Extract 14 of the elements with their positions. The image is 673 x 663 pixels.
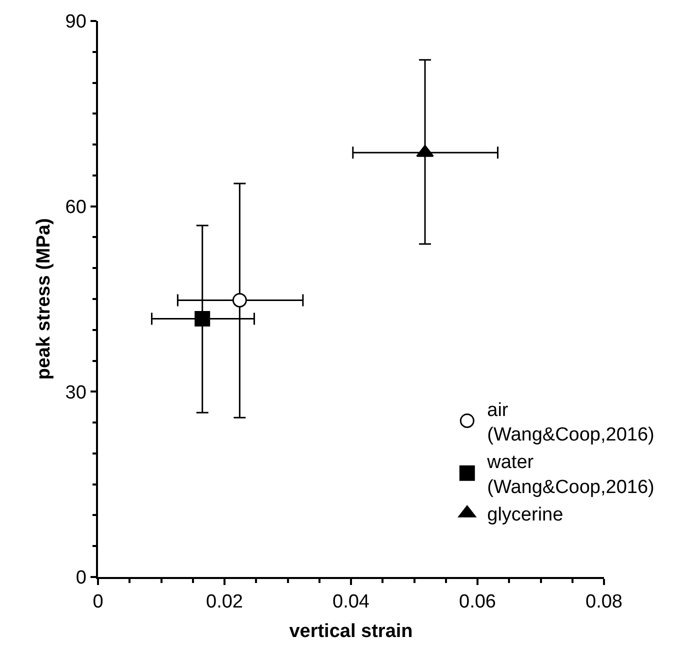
legend-label: air (Wang&Coop,2016) bbox=[487, 400, 654, 446]
y-tick-label: 90 bbox=[65, 12, 86, 33]
x-tick-label: 0.06 bbox=[459, 592, 496, 613]
y-tick-label: 0 bbox=[76, 568, 86, 589]
x-tick-label: 0.02 bbox=[206, 592, 243, 613]
y-tick-label: 60 bbox=[65, 196, 86, 218]
x-tick-label: 0.08 bbox=[586, 592, 622, 613]
x-tick-label: 0.04 bbox=[332, 592, 370, 613]
x-tick-label: 0 bbox=[92, 592, 104, 613]
legend-label: glycerine bbox=[487, 504, 564, 526]
legend-label: water (Wang&Coop,2016) bbox=[486, 452, 654, 498]
x-axis-title: vertical strain bbox=[289, 620, 413, 642]
y-axis-title: peak stress (MPa) bbox=[34, 218, 55, 380]
y-tick-label: 30 bbox=[65, 382, 86, 404]
